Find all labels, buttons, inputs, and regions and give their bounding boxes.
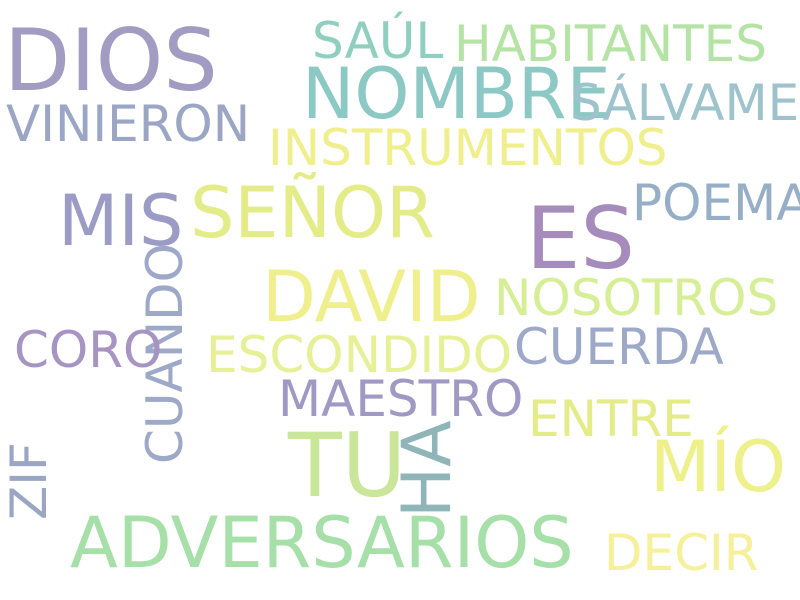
word-zif: ZIF	[0, 442, 58, 520]
word-nombre: NOMBRE	[302, 53, 611, 135]
word-vinieron: VINIERON	[6, 95, 251, 153]
word-instrumentos: INSTRUMENTOS	[268, 119, 668, 177]
word-adversarios: ADVERSARIOS	[70, 502, 574, 584]
word-salvame: SÁLVAME	[570, 74, 800, 132]
word-decir: DECIR	[604, 524, 759, 582]
word-david: DAVID	[262, 256, 481, 338]
word-es: ES	[526, 189, 635, 289]
word-dios: DIOS	[4, 11, 218, 111]
word-mio: MÍO	[650, 426, 787, 508]
word-tu: TU	[288, 414, 407, 517]
word-nosotros: NOSOTROS	[494, 269, 779, 327]
word-maestro: MAESTRO	[278, 370, 524, 428]
word-poema: POEMA	[632, 174, 800, 232]
word-escondido: ESCONDIDO	[206, 326, 513, 384]
word-senor: SEÑOR	[190, 172, 435, 254]
word-coro: CORO	[14, 321, 163, 379]
word-mis: MIS	[58, 180, 184, 262]
word-entre: ENTRE	[528, 390, 694, 448]
word-saul: SAÚL	[312, 12, 444, 70]
word-cuerda: CUERDA	[514, 318, 724, 376]
word-habitantes: HABITANTES	[454, 15, 767, 73]
